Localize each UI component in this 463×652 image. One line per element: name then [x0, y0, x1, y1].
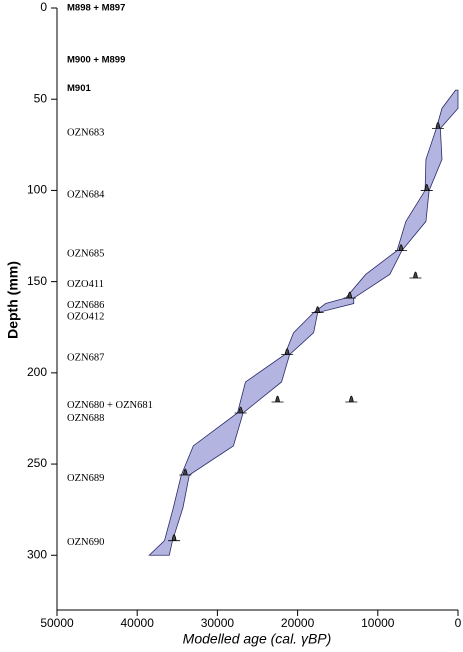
x-axis-label: Modelled age (cal. γBP) — [183, 631, 332, 647]
calibrated-date — [343, 291, 356, 299]
sample-label: OZN686 — [67, 300, 104, 311]
x-tick-label: 20000 — [281, 616, 315, 630]
calibrated-date — [234, 406, 247, 414]
sample-label: OZN688 — [67, 413, 104, 424]
y-tick-label: 250 — [27, 456, 47, 470]
sample-label: M900 + M899 — [67, 55, 125, 66]
calibrated-date — [420, 184, 433, 191]
sample-label: OZN689 — [67, 473, 104, 484]
sample-label: OZO411 — [67, 279, 104, 290]
calibrated-date — [311, 306, 324, 314]
calibrated-date — [281, 348, 294, 356]
calibrated-date — [395, 244, 408, 252]
calibrated-date — [431, 122, 444, 129]
age-envelope — [148, 89, 459, 556]
x-tick-label: 0 — [455, 616, 462, 630]
sample-label: M898 + M897 — [67, 3, 125, 14]
sample-label: OZO412 — [67, 312, 104, 323]
y-tick-label: 50 — [34, 91, 48, 105]
calibrated-date — [409, 271, 422, 279]
calibrated-date — [271, 395, 284, 403]
y-tick-label: 150 — [27, 274, 47, 288]
x-tick-label: 30000 — [201, 616, 235, 630]
sample-label: OZN687 — [67, 353, 104, 364]
y-axis-label: Depth (mm) — [5, 261, 21, 339]
y-tick-label: 300 — [27, 547, 47, 561]
x-tick-label: 40000 — [121, 616, 155, 630]
sample-label: OZN685 — [67, 249, 104, 260]
calibrated-date — [179, 468, 192, 476]
y-tick-label: 200 — [27, 365, 47, 379]
calibrated-date — [345, 395, 358, 403]
x-tick-label: 50000 — [40, 616, 74, 630]
x-tick-label: 10000 — [361, 616, 395, 630]
sample-label: OZN684 — [67, 189, 105, 200]
y-tick-label: 0 — [40, 0, 47, 14]
calibrated-date — [168, 534, 181, 542]
sample-label: OZN690 — [67, 537, 104, 548]
sample-label: OZN680 + OZN681 — [67, 400, 153, 411]
sample-label: M901 — [67, 83, 91, 94]
sample-label: OZN683 — [67, 127, 104, 138]
y-tick-label: 100 — [27, 183, 47, 197]
